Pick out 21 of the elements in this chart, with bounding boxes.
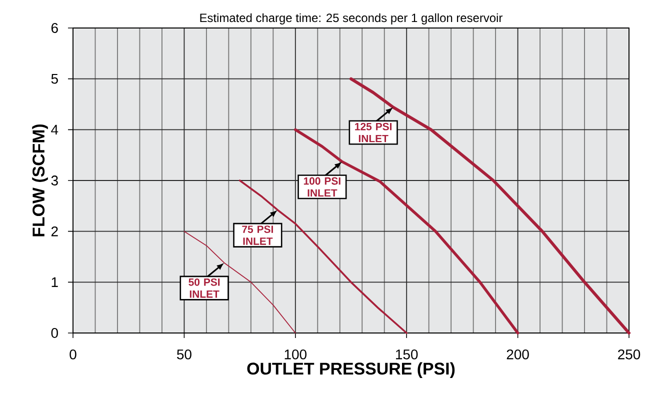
y-tick-label: 5 [51, 74, 58, 84]
y-tick-label: 3 [51, 176, 58, 186]
x-tick-label: 0 [70, 349, 76, 360]
annotation: 125 PSI INLET [355, 122, 392, 142]
x-tick-label: 200 [506, 349, 529, 360]
x-axis-title: OUTLET PRESSURE (PSI) [247, 362, 455, 378]
chart-title: Estimated charge time: 25 seconds per 1 gallon reservoir [200, 13, 502, 24]
x-tick-label: 50 [177, 349, 192, 360]
y-axis-title: FLOW (SCFM) [32, 124, 48, 236]
y-tick-label: 1 [52, 277, 58, 287]
annotation: 75 PSI INLET [242, 226, 273, 245]
x-tick-label: 250 [618, 349, 640, 360]
line-series [350, 77, 630, 334]
annotation: 50 PSI INLET [188, 278, 220, 298]
y-tick-label: 0 [51, 328, 58, 338]
annotation: 100 PSI INLET [304, 177, 340, 197]
y-tick-label: 4 [51, 124, 58, 134]
y-tick-label: 6 [51, 23, 58, 33]
x-tick-label: 100 [284, 349, 306, 360]
y-tick-label: 2 [51, 226, 58, 236]
x-tick-label: 150 [396, 349, 418, 360]
